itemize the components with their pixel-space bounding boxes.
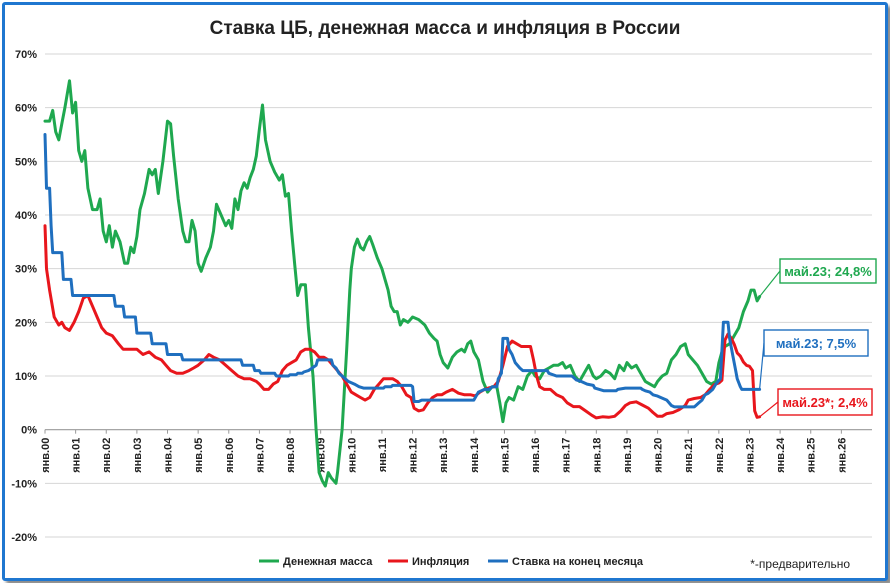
x-tick-label: янв.03 <box>132 438 144 473</box>
y-tick-label: 40% <box>15 210 37 222</box>
y-tick-label: 20% <box>15 317 37 329</box>
x-tick-label: янв.06 <box>224 438 236 473</box>
x-tick-label: янв.22 <box>714 438 726 473</box>
legend: Денежная масса Инфляция Ставка на конец ме… <box>259 556 644 568</box>
callout-box <box>779 258 877 284</box>
callouts: май.23; 24,8% май.23; 7,5% май.23*; 2,4% <box>758 258 877 418</box>
grid-lines <box>45 53 872 538</box>
callout-label: май.23; 7,5% <box>776 336 857 351</box>
x-tick-label: янв.12 <box>408 438 420 473</box>
y-tick-label: 30% <box>15 264 37 276</box>
x-tick-label: янв.17 <box>561 438 573 473</box>
x-tick-label: янв.16 <box>530 438 542 473</box>
series-group <box>43 79 762 488</box>
x-tick-label: янв.19 <box>622 438 634 473</box>
y-tick-label: -10% <box>11 478 37 490</box>
callout-pointer <box>759 270 781 297</box>
legend-label-3: Ставка на конец месяца <box>512 556 644 568</box>
x-tick-label: янв.21 <box>683 438 695 473</box>
x-tick-label: янв.05 <box>193 438 205 473</box>
x-tick-label: янв.10 <box>346 438 358 473</box>
chart-title: Ставка ЦБ, денежная масса и инфляция в Р… <box>210 18 681 39</box>
x-tick-label: янв.20 <box>653 438 665 473</box>
x-tick-label: янв.26 <box>836 438 848 473</box>
x-tick-label: янв.07 <box>254 438 266 473</box>
legend-label-2: Инфляция <box>412 556 469 568</box>
y-tick-label: -20% <box>11 532 37 544</box>
x-axis: янв.00 янв.01 янв.02 янв.03 янв.04 янв.05 янв.… <box>40 429 848 473</box>
callout-pointer <box>759 401 779 418</box>
x-tick-label: янв.15 <box>499 438 511 473</box>
x-tick-label: янв.02 <box>101 438 113 473</box>
x-tick-label: янв.11 <box>377 438 389 473</box>
y-tick-label: 10% <box>15 371 37 383</box>
x-tick-label: янв.08 <box>285 438 297 473</box>
callout-box <box>763 329 869 357</box>
callout-label: май.23; 24,8% <box>784 264 872 279</box>
y-tick-label: 0% <box>21 425 37 437</box>
y-axis: -20% -10% 0% 10% 20% 30% 40% 50% 60% 70% <box>11 49 37 544</box>
callout-pointer <box>758 342 765 390</box>
x-tick-label: янв.04 <box>163 437 175 473</box>
callout-box <box>777 388 873 416</box>
y-tick-label: 50% <box>15 156 37 168</box>
x-tick-label: янв.00 <box>40 438 52 473</box>
y-tick-label: 60% <box>15 103 37 115</box>
footnote: *-предварительно <box>750 557 850 571</box>
legend-label-1: Денежная масса <box>283 556 373 568</box>
x-tick-label: янв.14 <box>469 437 481 473</box>
x-tick-label: янв.18 <box>591 438 603 473</box>
x-tick-label: янв.23 <box>744 438 756 473</box>
x-tick-label: янв.01 <box>71 438 83 473</box>
series-line-3 <box>43 133 762 409</box>
callout-label: май.23*; 2,4% <box>782 395 868 410</box>
series-line-1 <box>43 79 762 488</box>
x-tick-label: янв.24 <box>775 437 787 473</box>
x-tick-label: янв.13 <box>438 438 450 473</box>
y-tick-label: 70% <box>15 49 37 61</box>
series-line-2 <box>43 224 762 420</box>
x-tick-label: янв.25 <box>806 438 818 473</box>
